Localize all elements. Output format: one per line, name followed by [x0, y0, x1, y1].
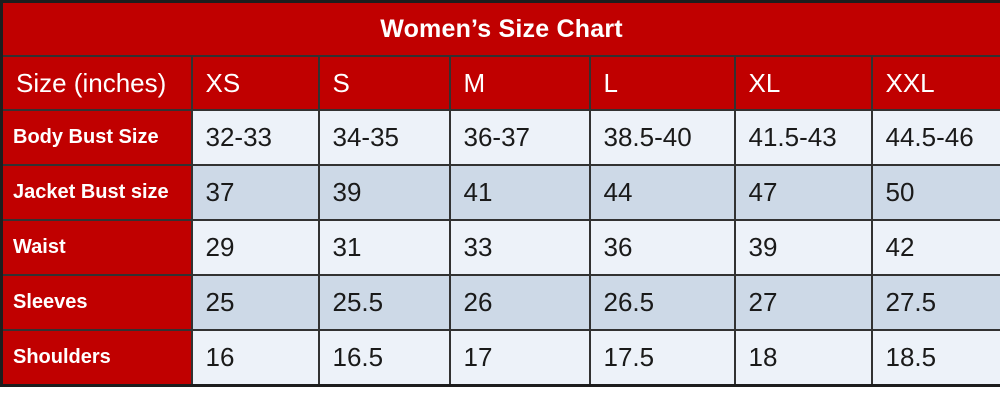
row-label: Body Bust Size: [0, 109, 193, 166]
cell-value: 39: [317, 164, 451, 221]
header-m: M: [448, 55, 591, 111]
cell-value: 17: [448, 329, 591, 386]
cell-value: 34-35: [317, 109, 451, 166]
table-row-waist: Waist 29 31 33 36 39 42: [0, 219, 1000, 276]
header-row: Size (inches) XS S M L XL XXL: [0, 55, 1000, 111]
cell-value: 25: [190, 274, 320, 331]
cell-value: 26.5: [588, 274, 736, 331]
table-row-sleeves: Sleeves 25 25.5 26 26.5 27 27.5: [0, 274, 1000, 331]
title-row: Women’s Size Chart: [0, 0, 1000, 57]
cell-value: 27.5: [870, 274, 1000, 331]
cell-value: 31: [317, 219, 451, 276]
table-row-shoulders: Shoulders 16 16.5 17 17.5 18 18.5: [0, 329, 1000, 386]
cell-value: 44: [588, 164, 736, 221]
size-chart-table: Women’s Size Chart Size (inches) XS S M …: [0, 0, 1000, 387]
cell-value: 50: [870, 164, 1000, 221]
header-size-inches: Size (inches): [0, 55, 193, 111]
cell-value: 39: [733, 219, 873, 276]
cell-value: 41.5-43: [733, 109, 873, 166]
cell-value: 17.5: [588, 329, 736, 386]
cell-value: 33: [448, 219, 591, 276]
header-l: L: [588, 55, 736, 111]
header-xxl: XXL: [870, 55, 1000, 111]
cell-value: 32-33: [190, 109, 320, 166]
cell-value: 16.5: [317, 329, 451, 386]
cell-value: 44.5-46: [870, 109, 1000, 166]
cell-value: 36-37: [448, 109, 591, 166]
cell-value: 18: [733, 329, 873, 386]
cell-value: 18.5: [870, 329, 1000, 386]
row-label: Shoulders: [0, 329, 193, 386]
cell-value: 41: [448, 164, 591, 221]
cell-value: 16: [190, 329, 320, 386]
table-row-body-bust-size: Body Bust Size 32-33 34-35 36-37 38.5-40…: [0, 109, 1000, 166]
header-s: S: [317, 55, 451, 111]
page-title: Women’s Size Chart: [0, 0, 1000, 57]
row-label: Sleeves: [0, 274, 193, 331]
cell-value: 37: [190, 164, 320, 221]
header-xl: XL: [733, 55, 873, 111]
cell-value: 29: [190, 219, 320, 276]
cell-value: 38.5-40: [588, 109, 736, 166]
header-xs: XS: [190, 55, 320, 111]
cell-value: 42: [870, 219, 1000, 276]
row-label: Jacket Bust size: [0, 164, 193, 221]
cell-value: 25.5: [317, 274, 451, 331]
cell-value: 26: [448, 274, 591, 331]
row-label: Waist: [0, 219, 193, 276]
cell-value: 36: [588, 219, 736, 276]
cell-value: 27: [733, 274, 873, 331]
table-row-jacket-bust-size: Jacket Bust size 37 39 41 44 47 50: [0, 164, 1000, 221]
cell-value: 47: [733, 164, 873, 221]
